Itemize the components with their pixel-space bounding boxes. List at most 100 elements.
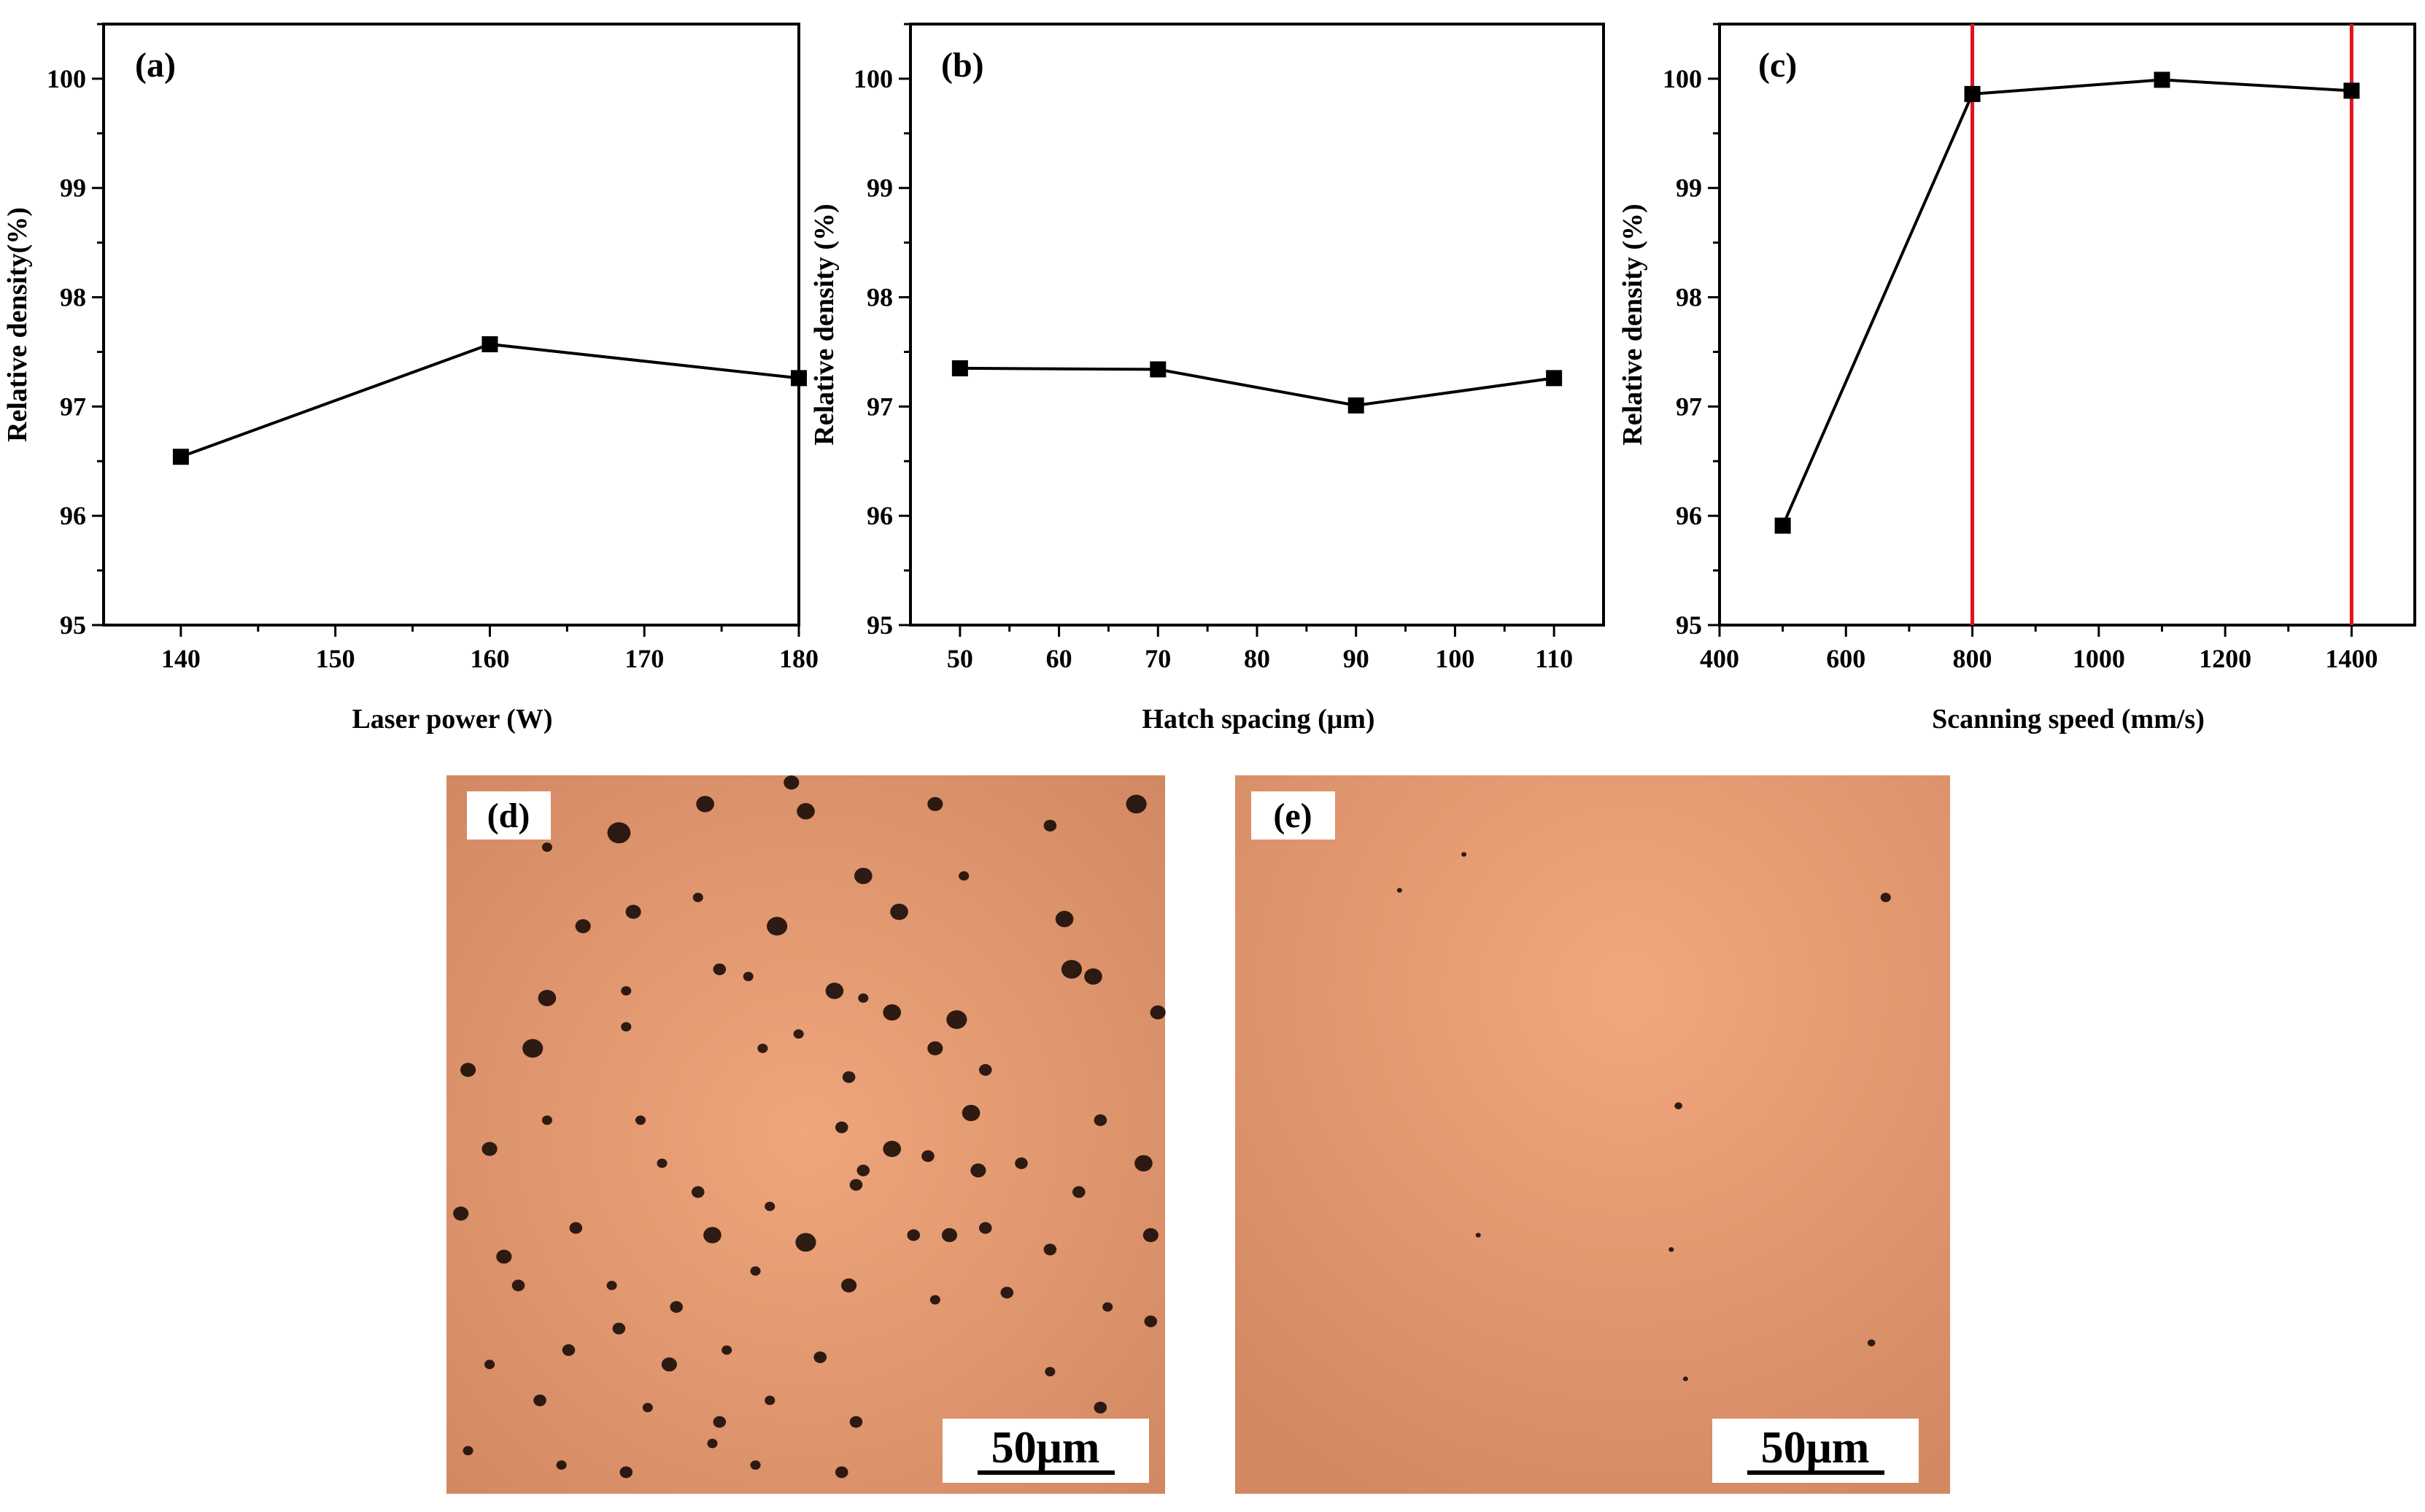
pore xyxy=(484,1360,495,1370)
plot-frame xyxy=(909,23,1605,627)
y-tick-label: 95 xyxy=(867,610,893,640)
pore xyxy=(722,1345,732,1355)
pore xyxy=(607,822,631,844)
pore xyxy=(1015,1157,1028,1169)
pore xyxy=(841,1278,857,1292)
pore xyxy=(856,1164,870,1176)
pore xyxy=(1061,960,1083,979)
pore xyxy=(1475,1233,1481,1238)
y-tick-label: 100 xyxy=(1663,64,1702,93)
pore xyxy=(941,1228,958,1242)
pore xyxy=(691,1186,705,1198)
x-tick-label: 60 xyxy=(1046,644,1072,673)
x-tick-label: 50 xyxy=(947,644,973,673)
pores-d xyxy=(453,775,1166,1478)
data-point xyxy=(1546,370,1563,387)
pore xyxy=(959,871,970,881)
y-tick-label: 99 xyxy=(867,174,893,203)
panel-label-a: (a) xyxy=(135,46,176,85)
pore xyxy=(1668,1247,1674,1252)
panel-label-b: (b) xyxy=(941,46,984,85)
pore xyxy=(453,1206,469,1221)
series-line xyxy=(180,342,800,459)
pore xyxy=(978,1063,992,1076)
pore xyxy=(883,1004,902,1021)
y-tick-label: 97 xyxy=(1676,392,1702,421)
data-point xyxy=(1150,361,1167,378)
data-point xyxy=(172,449,189,465)
pore xyxy=(1126,794,1147,814)
pore xyxy=(743,972,754,982)
micrograph-d: (d) 50μm xyxy=(446,775,1166,1494)
panel-label-d: (d) xyxy=(487,796,530,835)
pore xyxy=(522,1039,544,1058)
pore xyxy=(670,1300,683,1313)
pore xyxy=(635,1115,646,1125)
x-tick-label: 150 xyxy=(316,644,355,673)
micrograph-background xyxy=(446,775,1165,1494)
pore xyxy=(835,1121,848,1133)
pore xyxy=(921,1150,935,1163)
x-tick-label: 90 xyxy=(1343,644,1369,673)
pore xyxy=(854,867,873,885)
scale-bar xyxy=(978,1470,1115,1475)
pore xyxy=(835,1466,848,1478)
pore xyxy=(713,1416,727,1428)
pore xyxy=(612,1322,626,1335)
pore xyxy=(538,990,557,1007)
x-tick-label: 100 xyxy=(1435,644,1474,673)
chart-panel-c: 400 600 800 1000 1200 1400 95 96 97 98 99 100 (c) S… xyxy=(1617,23,2416,734)
data-point xyxy=(951,360,968,376)
x-tick-label: 1400 xyxy=(2325,644,2378,673)
pore xyxy=(1043,1244,1057,1256)
y-axis-title-c: Relative density (%) xyxy=(1617,203,1648,445)
pore xyxy=(696,796,714,813)
pore xyxy=(795,1233,816,1252)
pore xyxy=(569,1222,583,1234)
x-tick-label: 110 xyxy=(1535,644,1573,673)
pore xyxy=(541,842,552,852)
pore xyxy=(562,1344,576,1356)
pore xyxy=(707,1438,718,1449)
pore xyxy=(556,1460,567,1470)
pore xyxy=(1045,1367,1056,1376)
series-line xyxy=(959,366,1555,407)
pore xyxy=(927,796,943,811)
pore xyxy=(929,1295,940,1305)
pore xyxy=(883,1141,902,1158)
y-tick-label: 95 xyxy=(60,610,86,640)
pore xyxy=(962,1104,981,1122)
pore xyxy=(1396,888,1402,893)
pore xyxy=(978,1222,992,1234)
panel-label-box xyxy=(467,791,551,840)
data-point xyxy=(1774,517,1791,534)
pore xyxy=(511,1279,525,1292)
pore xyxy=(849,1179,863,1191)
data-point xyxy=(1347,397,1364,414)
x-tick-label: 80 xyxy=(1244,644,1270,673)
pore xyxy=(1094,1114,1107,1126)
pore xyxy=(750,1460,761,1470)
plot-area-b: 50 60 70 80 90 100 110 95 96 97 98 99 100 xyxy=(854,23,1605,673)
scale-bar-label-d: 50μm xyxy=(991,1423,1100,1473)
chart-panel-b: 50 60 70 80 90 100 110 95 96 97 98 99 100 (b) Hatch … xyxy=(809,23,1605,734)
data-point xyxy=(2154,71,2170,88)
pore xyxy=(890,903,908,920)
pore xyxy=(1102,1302,1113,1312)
y-tick-label: 98 xyxy=(1676,283,1702,312)
chart-panel-a: 140 150 160 170 180 95 96 97 98 99 100 (a) Laser p… xyxy=(2,23,819,734)
pore xyxy=(797,803,815,820)
pore xyxy=(1072,1186,1086,1198)
pore xyxy=(460,1063,476,1077)
y-tick-label: 96 xyxy=(1676,501,1702,530)
y-tick-label: 100 xyxy=(854,64,893,93)
y-tick-label: 96 xyxy=(60,501,86,530)
pore xyxy=(793,1029,804,1039)
data-point xyxy=(481,336,498,352)
pore xyxy=(496,1249,512,1264)
pore xyxy=(1461,852,1467,857)
pore xyxy=(621,986,632,996)
pore xyxy=(661,1357,677,1372)
pore xyxy=(642,1403,653,1413)
